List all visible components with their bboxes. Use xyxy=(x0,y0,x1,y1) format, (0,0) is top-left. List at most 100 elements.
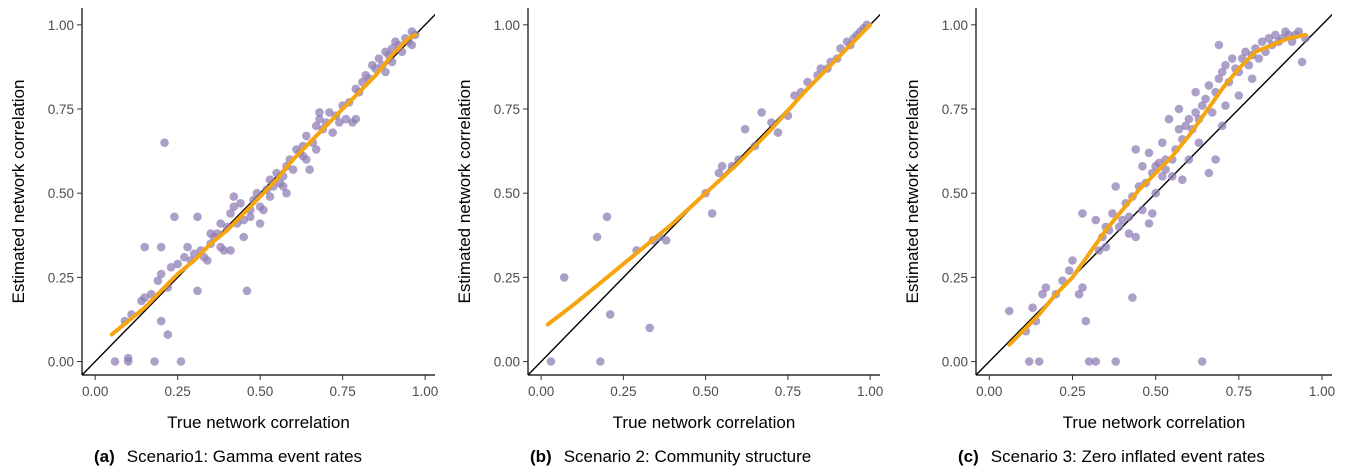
data-point xyxy=(1078,283,1087,292)
data-point xyxy=(315,108,324,117)
y-tick-label: 0.25 xyxy=(942,270,968,285)
y-tick-label: 0.00 xyxy=(942,355,968,370)
x-tick-label: 0.25 xyxy=(165,384,191,399)
data-point xyxy=(1068,256,1077,265)
panel-caption: (b) Scenario 2: Community structure xyxy=(530,447,811,466)
x-tick-label: 1.00 xyxy=(857,384,883,399)
data-point xyxy=(661,236,671,245)
data-point xyxy=(1247,74,1257,83)
data-point xyxy=(140,293,149,302)
y-tick-label: 0.75 xyxy=(494,102,520,117)
data-point xyxy=(1108,209,1117,218)
data-point xyxy=(596,357,605,366)
data-point xyxy=(170,212,179,222)
data-point xyxy=(1207,108,1217,117)
data-point xyxy=(1148,209,1157,218)
x-tick-label: 0.75 xyxy=(1226,384,1252,399)
data-point xyxy=(328,128,338,137)
data-point xyxy=(242,286,252,296)
x-tick-label: 0.00 xyxy=(528,384,554,399)
x-tick-label: 0.75 xyxy=(775,384,801,399)
data-point xyxy=(176,357,186,366)
data-point xyxy=(1114,222,1124,232)
data-point xyxy=(163,330,173,339)
data-point xyxy=(1214,74,1224,83)
data-point xyxy=(156,269,166,279)
data-point xyxy=(1174,124,1184,134)
data-point xyxy=(1144,219,1154,228)
data-point xyxy=(203,256,212,265)
data-point xyxy=(1074,289,1084,299)
data-point xyxy=(351,114,361,124)
data-point xyxy=(645,323,654,333)
data-point xyxy=(1131,232,1140,242)
data-point xyxy=(1184,114,1194,124)
data-point xyxy=(259,205,268,215)
data-point xyxy=(1178,175,1187,184)
data-point xyxy=(1064,266,1074,275)
smooth-curve xyxy=(545,22,873,327)
data-point xyxy=(1151,188,1160,198)
data-point xyxy=(302,131,311,141)
data-point xyxy=(1124,212,1134,222)
points-layer xyxy=(110,27,420,366)
data-point xyxy=(407,40,417,50)
data-point xyxy=(1144,148,1154,158)
y-tick-label: 1.00 xyxy=(48,18,74,33)
data-point xyxy=(1211,155,1220,164)
caption-text: Scenario1: Gamma event rates xyxy=(127,447,362,466)
data-point xyxy=(381,67,390,77)
x-tick-label: 0.50 xyxy=(693,384,719,399)
data-point xyxy=(374,54,384,63)
data-point xyxy=(1194,138,1204,147)
data-point xyxy=(288,165,298,174)
data-point xyxy=(707,209,717,218)
data-point xyxy=(1138,161,1147,171)
data-point xyxy=(180,252,189,262)
data-point xyxy=(219,246,229,255)
data-point xyxy=(1138,205,1147,215)
x-axis-title: True network correlation xyxy=(1063,413,1246,432)
x-tick-label: 0.50 xyxy=(247,384,273,399)
data-point xyxy=(239,232,248,242)
data-point xyxy=(302,155,311,164)
data-point xyxy=(740,124,750,134)
data-point xyxy=(278,182,288,191)
data-point xyxy=(305,165,314,174)
data-point xyxy=(1264,34,1274,43)
data-point xyxy=(166,263,176,272)
data-point xyxy=(341,114,351,124)
data-point xyxy=(110,357,120,366)
data-point xyxy=(1257,37,1267,46)
data-point xyxy=(1078,209,1087,218)
panel-b: 0.00 0.25 0.50 0.75 1.00 0.00 0.25 0.50 0.75 1.00… xyxy=(455,8,883,466)
x-tick-label: 0.00 xyxy=(976,384,1002,399)
y-tick-label: 0.00 xyxy=(48,355,74,370)
data-point xyxy=(1204,81,1214,90)
data-point xyxy=(1168,172,1177,181)
data-point xyxy=(1024,357,1034,366)
data-point xyxy=(1234,91,1244,100)
data-point xyxy=(1221,60,1230,70)
x-tick-label: 0.25 xyxy=(610,384,636,399)
data-point xyxy=(1294,27,1303,36)
data-point xyxy=(311,121,321,131)
y-axis-title: Estimated network correlation xyxy=(455,80,474,304)
data-point xyxy=(1297,57,1307,67)
data-point xyxy=(1241,47,1250,57)
smooth-curve xyxy=(109,32,418,337)
data-point xyxy=(265,192,275,201)
panel-caption: (a) Scenario1: Gamma event rates xyxy=(94,447,362,466)
y-tick-label: 0.25 xyxy=(494,270,520,285)
x-axis-title: True network correlation xyxy=(613,413,796,432)
data-point xyxy=(315,114,324,124)
data-point xyxy=(226,209,235,218)
data-point xyxy=(1091,215,1101,225)
x-tick-label: 0.75 xyxy=(329,384,355,399)
data-point xyxy=(153,276,163,286)
data-point xyxy=(160,138,169,147)
data-point xyxy=(1041,283,1051,292)
panel-a: 0.00 0.25 0.50 0.75 1.00 0.00 0.25 0.50 0.75 1.00… xyxy=(9,8,438,466)
data-point xyxy=(1118,215,1127,225)
caption-text: Scenario 2: Community structure xyxy=(564,447,812,466)
